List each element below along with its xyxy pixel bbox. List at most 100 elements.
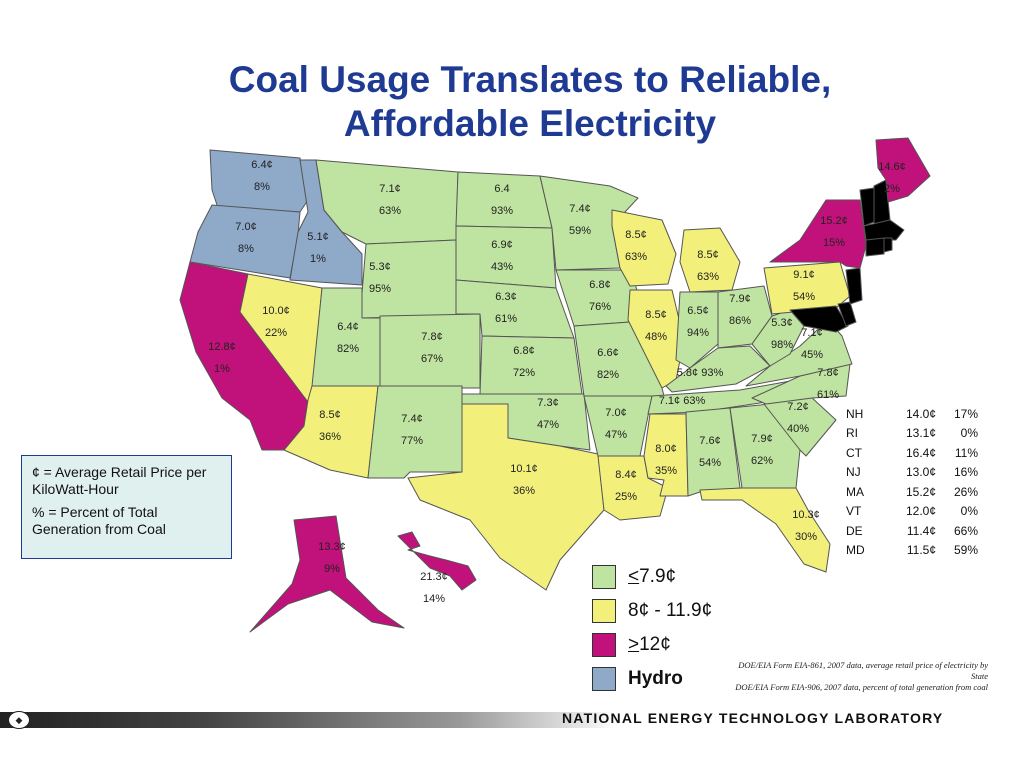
state-pct-id: 1% (310, 253, 326, 265)
state-price-nc: 7.8¢ (817, 367, 838, 379)
state-pct-wv: 98% (771, 339, 793, 351)
table-state: RI (846, 426, 858, 441)
state-price-wy: 5.3¢ (369, 261, 390, 273)
note-price-definition: ¢ = Average Retail Price per KiloWatt-Ho… (32, 464, 207, 497)
table-price: 12.0¢ (905, 504, 936, 519)
state-ak (249, 515, 405, 633)
legend-ge-value: 12¢ (639, 634, 671, 655)
state-pct-ga: 62% (751, 455, 773, 467)
legend-le-value: 7.9¢ (639, 566, 677, 587)
state-pct-mn: 59% (569, 225, 591, 237)
state-pct-ne: 61% (495, 313, 517, 325)
state-pct-tx: 36% (513, 485, 535, 497)
table-state: NH (846, 406, 864, 421)
state-fl (699, 487, 831, 573)
state-hi (397, 531, 477, 591)
state-de (837, 301, 857, 327)
state-pct-wa: 8% (254, 181, 270, 193)
table-state: NJ (846, 465, 861, 480)
table-row: DE 11.4¢ 66% (846, 521, 978, 541)
state-price-id: 5.1¢ (307, 231, 328, 243)
state-price-oh: 7.9¢ (729, 293, 750, 305)
state-price-ok: 7.3¢ (537, 397, 558, 409)
state-nm (367, 385, 463, 479)
state-wy (359, 239, 457, 319)
state-pct-mi: 63% (697, 271, 719, 283)
legend-swatch-green (592, 565, 616, 589)
table-state: MA (846, 484, 864, 499)
source-line-2: DOE/EIA Form EIA-906, 2007 data, percent… (735, 682, 988, 692)
table-row: MD 11.5¢ 59% (846, 541, 978, 561)
state-pct-hi: 14% (423, 593, 445, 605)
state-pct-ks: 72% (513, 367, 535, 379)
page-title: Coal Usage Translates to Reliable, Affor… (0, 58, 1024, 146)
table-row: CT 16.4¢ 11% (846, 443, 978, 463)
state-price-sc: 7.2¢ (787, 401, 808, 413)
state-price-ga: 7.9¢ (751, 433, 772, 445)
state-price-ut: 6.4¢ (337, 321, 358, 333)
state-pct-in: 94% (687, 327, 709, 339)
state-price-pa: 9.1¢ (793, 269, 814, 281)
state-price-mn: 7.4¢ (569, 203, 590, 215)
table-price: 14.0¢ (905, 406, 936, 421)
footer-org-name: NATIONAL ENERGY TECHNOLOGY LABORATORY (562, 710, 944, 726)
netl-logo-icon: ◆ (8, 711, 30, 729)
state-price-ne: 6.3¢ (495, 291, 516, 303)
state-price-il: 8.5¢ (645, 309, 666, 321)
table-state: CT (846, 445, 862, 460)
state-price-ca: 12.8¢ (208, 341, 236, 353)
table-row: MA 15.2¢ 26% (846, 482, 978, 502)
state-price-nv: 10.0¢ (262, 305, 290, 317)
state-pa (763, 261, 851, 315)
state-pct-az: 36% (319, 431, 341, 443)
table-pct: 59% (953, 543, 978, 558)
state-pct-fl: 30% (795, 531, 817, 543)
state-price-hi: 21.3¢ (420, 571, 448, 583)
legend-label-mid: 8¢ - 11.9¢ (628, 600, 713, 621)
state-price-mt: 7.1¢ (379, 183, 400, 195)
state-label-tn: 7.1¢ 63% (659, 395, 706, 407)
state-pct-ok: 47% (537, 419, 559, 431)
state-pct-ar: 47% (605, 429, 627, 441)
state-pct-il: 48% (645, 331, 667, 343)
state-price-ar: 7.0¢ (605, 407, 626, 419)
state-pct-ia: 76% (589, 301, 611, 313)
state-pct-ny: 15% (823, 237, 845, 249)
legend-item-hydro: Hydro (592, 662, 712, 696)
state-ct (865, 237, 885, 257)
table-pct: 16% (953, 465, 978, 480)
state-pct-pa: 54% (793, 291, 815, 303)
source-line-1: DOE/EIA Form EIA-861, 2007 data, average… (738, 660, 988, 681)
state-pct-mt: 63% (379, 205, 401, 217)
state-in (675, 291, 719, 369)
state-price-mi: 8.5¢ (697, 249, 718, 261)
state-price-wa: 6.4¢ (251, 159, 272, 171)
state-pct-co: 67% (421, 353, 443, 365)
table-state: DE (846, 523, 863, 538)
small-states-table: NH 14.0¢ 17% RI 13.1¢ 0% CT 16.4¢ 11% NJ 13.0¢ 1… (846, 404, 978, 560)
state-price-or: 7.0¢ (235, 221, 256, 233)
table-row: RI 13.1¢ 0% (846, 424, 978, 444)
table-price: 15.2¢ (905, 484, 936, 499)
state-ma (863, 219, 905, 241)
state-price-co: 7.8¢ (421, 331, 442, 343)
state-price-ny: 15.2¢ (820, 215, 848, 227)
state-price-nm: 7.4¢ (401, 413, 422, 425)
title-line-2: Affordable Electricity (343, 103, 717, 144)
table-price: 11.4¢ (906, 523, 936, 538)
state-price-me: 14.6¢ (878, 161, 906, 173)
table-price: 11.5¢ (906, 543, 936, 558)
legend-item-high: >12¢ (592, 628, 712, 662)
legend-label-low: <7.9¢ (628, 566, 676, 588)
state-price-al: 7.6¢ (699, 435, 720, 447)
table-price: 13.1¢ (905, 426, 936, 441)
state-pct-sd: 43% (491, 261, 513, 273)
table-pct: 26% (953, 484, 978, 499)
state-price-wv: 5.3¢ (771, 317, 792, 329)
table-pct: 66% (953, 523, 978, 538)
state-ri (883, 237, 893, 253)
state-price-la: 8.4¢ (615, 469, 636, 481)
state-pct-va: 45% (801, 349, 823, 361)
legend-label-hydro: Hydro (628, 668, 683, 689)
